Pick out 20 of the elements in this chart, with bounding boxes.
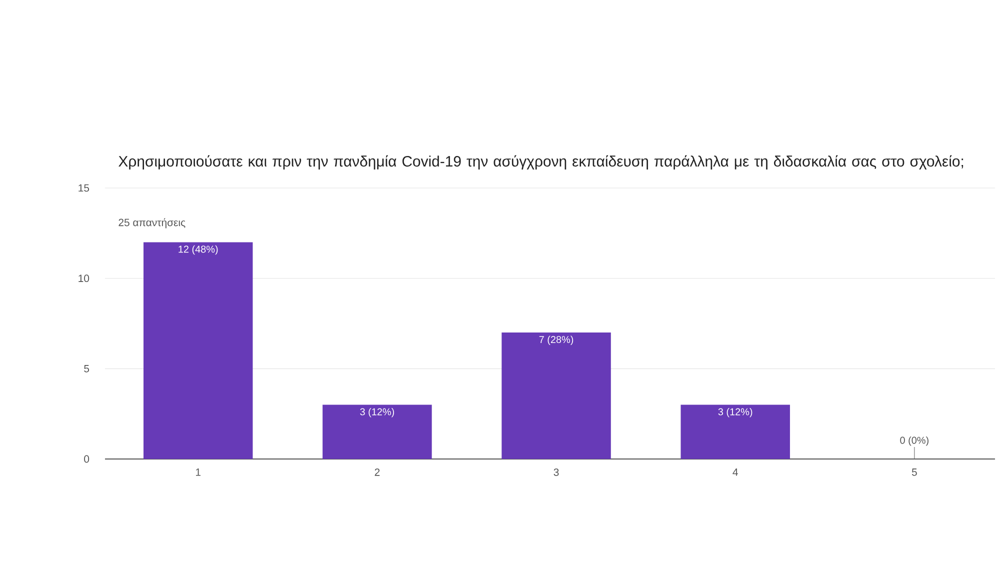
- y-tick-label: 0: [84, 455, 90, 463]
- text: 25 απαντήσεις: [118, 218, 186, 228]
- data-label: 3 (12%): [718, 408, 752, 418]
- bar: [144, 242, 253, 460]
- data-label: 12 (48%): [178, 245, 218, 255]
- bar: [502, 332, 611, 460]
- bar: [680, 404, 790, 460]
- x-tick-label: 2: [374, 468, 380, 476]
- bar: [322, 404, 432, 460]
- y-tick-label: 5: [84, 365, 90, 372]
- chart-title: Χρησιμοποιούσατε και πριν την πανδημία Covid-19 την ασύγχρονη εκπαίδευση παράλληλα με τη διδασκαλία σας στο σχολείο;: [118, 155, 964, 170]
- y-tick-label: 10: [78, 274, 90, 282]
- data-label: 7 (28%): [539, 336, 574, 346]
- data-label: 0 (0%): [900, 436, 928, 446]
- y-tick-label: 15: [78, 184, 90, 192]
- x-tick-label: 3: [554, 468, 559, 476]
- x-tick-label: 5: [912, 468, 917, 476]
- x-tick-label: 4: [732, 468, 738, 476]
- x-tick-label: 1: [196, 468, 201, 476]
- data-label: 3 (12%): [360, 408, 394, 418]
